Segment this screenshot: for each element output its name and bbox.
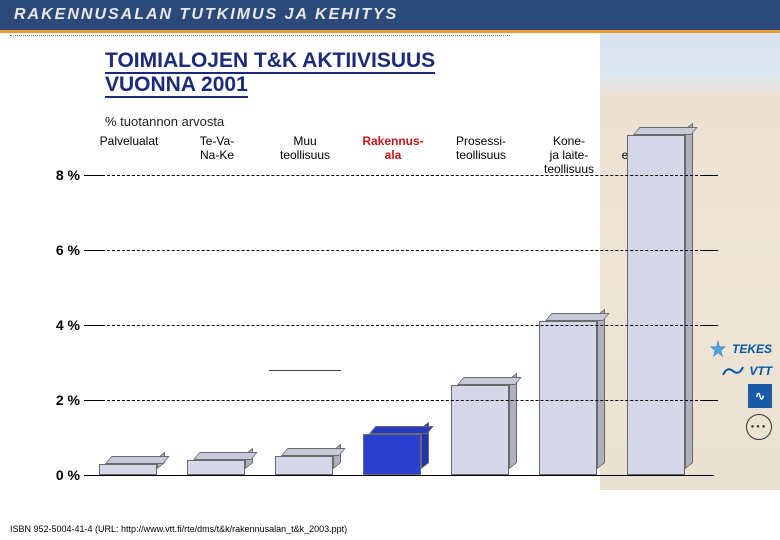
logo-tekes: TEKES <box>662 340 772 358</box>
logo-vtt-text: VTT <box>749 364 772 378</box>
header-bar: RAKENNUSALAN TUTKIMUS JA KEHITYS <box>0 0 780 30</box>
category-label: Kone-ja laite-teollisuus <box>522 135 616 176</box>
y-axis-label: 0 % <box>35 467 80 483</box>
square-icon: ∿ <box>748 384 772 408</box>
y-axis-label: 8 % <box>35 167 80 183</box>
gridline-seg <box>84 400 102 401</box>
gridline-seg <box>700 250 718 251</box>
baseline <box>84 475 714 476</box>
category-label: Prosessi-teollisuus <box>434 135 528 163</box>
chart-title-line2: VUONNA 2001 <box>105 73 248 96</box>
bar <box>363 434 421 475</box>
gridline-seg <box>102 400 698 401</box>
logo-tekes-text: TEKES <box>732 342 772 356</box>
category-label: Rakennus-ala <box>346 135 440 163</box>
chart-area: PalvelualatTe-Va-Na-KeMuuteollisuusRaken… <box>35 135 715 495</box>
bar <box>539 321 597 475</box>
slide-root: RAKENNUSALAN TUTKIMUS JA KEHITYS TOIMIAL… <box>0 0 780 540</box>
bar <box>451 385 509 475</box>
header-title: RAKENNUSALAN TUTKIMUS JA KEHITYS <box>0 0 780 24</box>
star-icon <box>709 340 727 358</box>
logo-vtt: VTT <box>662 364 772 378</box>
y-axis-label: 2 % <box>35 392 80 408</box>
logo-circle-dots: ●●● <box>662 414 772 440</box>
category-label: Muuteollisuus <box>258 135 352 163</box>
gridline-seg <box>84 250 102 251</box>
bar <box>187 460 245 475</box>
gridline-seg <box>700 175 718 176</box>
bar <box>275 456 333 475</box>
gridline-seg <box>102 175 698 176</box>
gridline-seg <box>84 325 102 326</box>
y-axis-label: 4 % <box>35 317 80 333</box>
gridline-seg <box>102 250 698 251</box>
partner-logos: TEKES VTT ∿ ●●● <box>662 340 772 446</box>
chart-title: TOIMIALOJEN T&K AKTIIVISUUS VUONNA 2001 <box>105 49 535 97</box>
gridline-seg <box>700 325 718 326</box>
wave-icon <box>722 364 744 378</box>
gridline-seg <box>84 175 102 176</box>
header-dotted-rule <box>10 35 510 40</box>
bar <box>99 464 157 475</box>
header-accent-rule <box>0 30 780 33</box>
gridline-seg <box>102 325 698 326</box>
logo-square: ∿ <box>662 384 772 408</box>
y-axis-label: 6 % <box>35 242 80 258</box>
category-label: Palvelualat <box>82 135 176 149</box>
chart-title-line1: TOIMIALOJEN T&K AKTIIVISUUS <box>105 49 435 72</box>
content-area: TOIMIALOJEN T&K AKTIIVISUUS VUONNA 2001 … <box>0 40 780 540</box>
reference-line <box>269 370 341 371</box>
chart-subtitle: % tuotannon arvosta <box>105 114 224 129</box>
category-label: Te-Va-Na-Ke <box>170 135 264 163</box>
dots-icon: ●●● <box>746 414 772 440</box>
